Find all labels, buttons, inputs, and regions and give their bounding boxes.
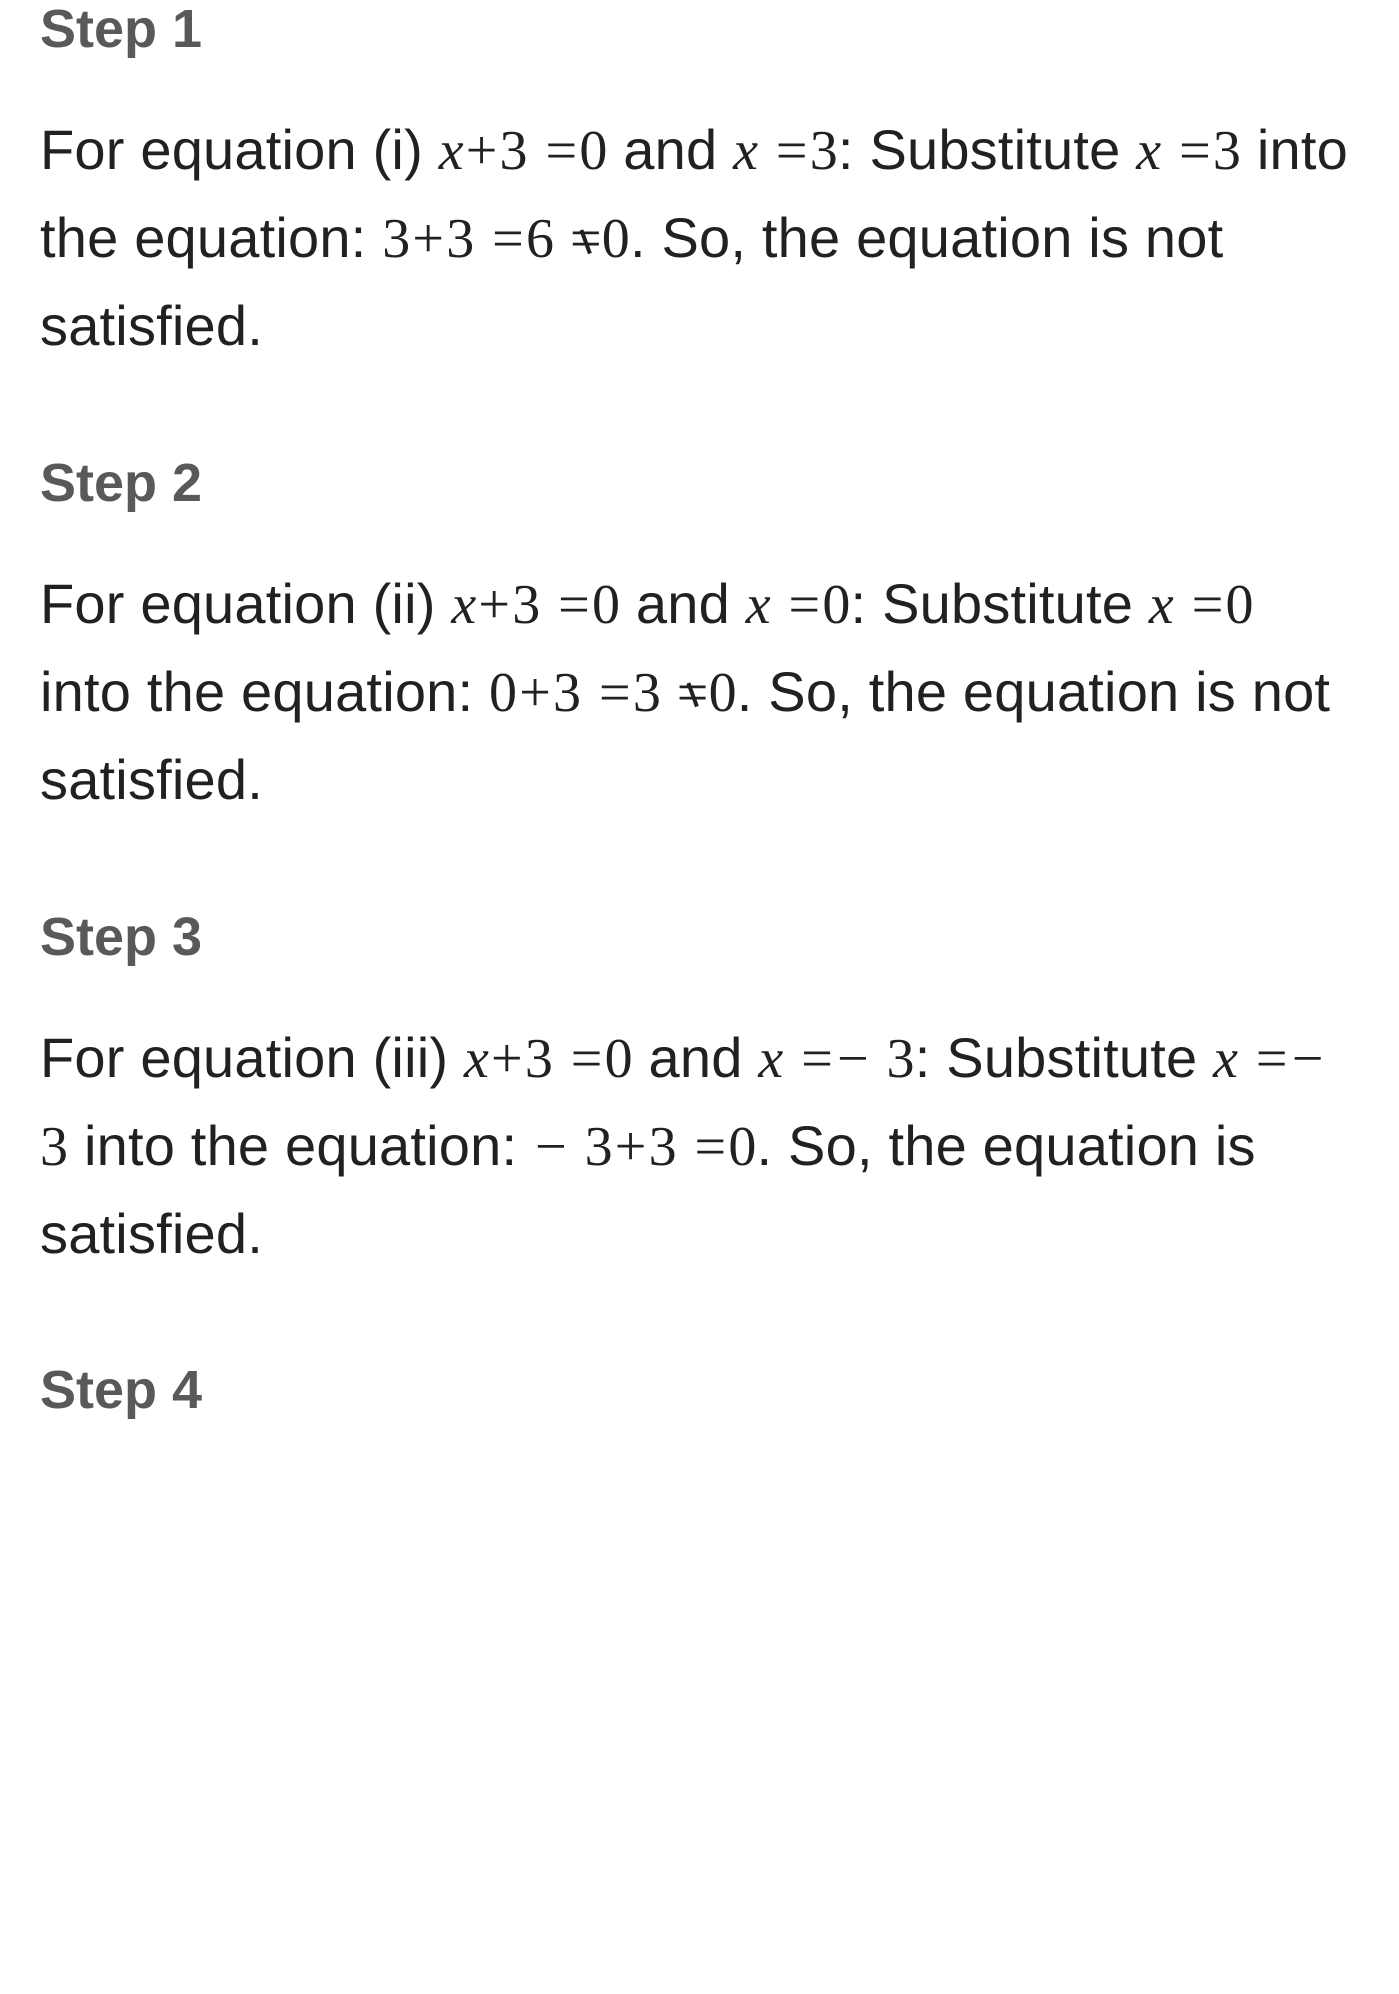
math-num: 3 bbox=[887, 1028, 915, 1090]
text: For equation (ii) bbox=[40, 572, 451, 635]
math-neg: − bbox=[835, 1028, 871, 1090]
math-op: + bbox=[410, 208, 446, 270]
step-2-heading: Step 2 bbox=[40, 454, 1359, 513]
math-num: 3 bbox=[446, 208, 474, 270]
math-num: 0 bbox=[489, 662, 517, 724]
math-rel: = bbox=[1190, 574, 1226, 636]
text: and bbox=[620, 572, 746, 635]
math-rel: = bbox=[556, 574, 592, 636]
text: into the equation: bbox=[40, 660, 489, 723]
math-rel: = bbox=[569, 1028, 605, 1090]
math-var: x bbox=[746, 574, 771, 636]
math-rel: = bbox=[490, 208, 526, 270]
text: : bbox=[838, 118, 854, 181]
neq-icon: = bbox=[570, 196, 602, 283]
math-num: 3 bbox=[633, 662, 661, 724]
math-rel: = bbox=[774, 120, 810, 182]
math-num: 3 bbox=[525, 1028, 553, 1090]
math-num: 0 bbox=[1226, 574, 1254, 636]
math-rel: = bbox=[1177, 120, 1213, 182]
math-num: 0 bbox=[579, 120, 607, 182]
math-num: 0 bbox=[728, 1116, 756, 1178]
math-rel: = bbox=[787, 574, 823, 636]
math-num: 0 bbox=[602, 208, 630, 270]
step-1-heading: Step 1 bbox=[40, 0, 1359, 59]
math-num: 0 bbox=[605, 1028, 633, 1090]
math-num: 3 bbox=[810, 120, 838, 182]
math-num: 3 bbox=[382, 208, 410, 270]
math-var: x bbox=[758, 1028, 783, 1090]
text: For equation (iii) bbox=[40, 1026, 464, 1089]
math-op: + bbox=[476, 574, 512, 636]
text: into the equation: bbox=[68, 1114, 533, 1177]
text: Substitute bbox=[869, 118, 1136, 181]
math-num: 3 bbox=[500, 120, 528, 182]
math-op: + bbox=[464, 120, 500, 182]
math-op: + bbox=[613, 1116, 649, 1178]
math-num: 3 bbox=[1213, 120, 1241, 182]
math-var: x bbox=[464, 1028, 489, 1090]
math-num: 3 bbox=[40, 1116, 68, 1178]
page: Step 1 For equation (i) x+3 =0 and x =3:… bbox=[0, 0, 1399, 1421]
math-var: x bbox=[439, 120, 464, 182]
text: and bbox=[608, 118, 734, 181]
math-num: 3 bbox=[553, 662, 581, 724]
step-4-heading: Step 4 bbox=[40, 1361, 1359, 1420]
math-rel: = bbox=[597, 662, 633, 724]
math-rel: = bbox=[544, 120, 580, 182]
math-var: x bbox=[1136, 120, 1161, 182]
step-1-body: For equation (i) x+3 =0 and x =3: Substi… bbox=[40, 107, 1359, 369]
math-num: 0 bbox=[822, 574, 850, 636]
math-num: 6 bbox=[526, 208, 554, 270]
math-num: 3 bbox=[585, 1116, 613, 1178]
step-3-body: For equation (iii) x+3 =0 and x =− 3: Su… bbox=[40, 1015, 1359, 1277]
text: and bbox=[633, 1026, 759, 1089]
math-op: + bbox=[489, 1028, 525, 1090]
step-4-cutoff: Step 4 bbox=[40, 1361, 1359, 1421]
math-neg: − bbox=[533, 1116, 569, 1178]
math-num: 3 bbox=[512, 574, 540, 636]
math-rel: = bbox=[799, 1028, 835, 1090]
step-3-heading: Step 3 bbox=[40, 908, 1359, 967]
text: Substitute bbox=[931, 1026, 1214, 1089]
math-neg: − bbox=[1290, 1028, 1326, 1090]
math-var: x bbox=[451, 574, 476, 636]
math-var: x bbox=[1213, 1028, 1238, 1090]
math-rel: = bbox=[1254, 1028, 1290, 1090]
text: Substitute bbox=[882, 572, 1149, 635]
math-var: x bbox=[1149, 574, 1174, 636]
math-op: + bbox=[517, 662, 553, 724]
math-num: 3 bbox=[649, 1116, 677, 1178]
text: For equation (i) bbox=[40, 118, 439, 181]
neq-icon: = bbox=[677, 650, 709, 737]
text: : bbox=[915, 1026, 931, 1089]
math-var: x bbox=[733, 120, 758, 182]
math-rel: = bbox=[693, 1116, 729, 1178]
step-2-body: For equation (ii) x+3 =0 and x =0: Subst… bbox=[40, 561, 1359, 823]
math-num: 0 bbox=[709, 662, 737, 724]
text: : bbox=[851, 572, 867, 635]
math-num: 0 bbox=[592, 574, 620, 636]
